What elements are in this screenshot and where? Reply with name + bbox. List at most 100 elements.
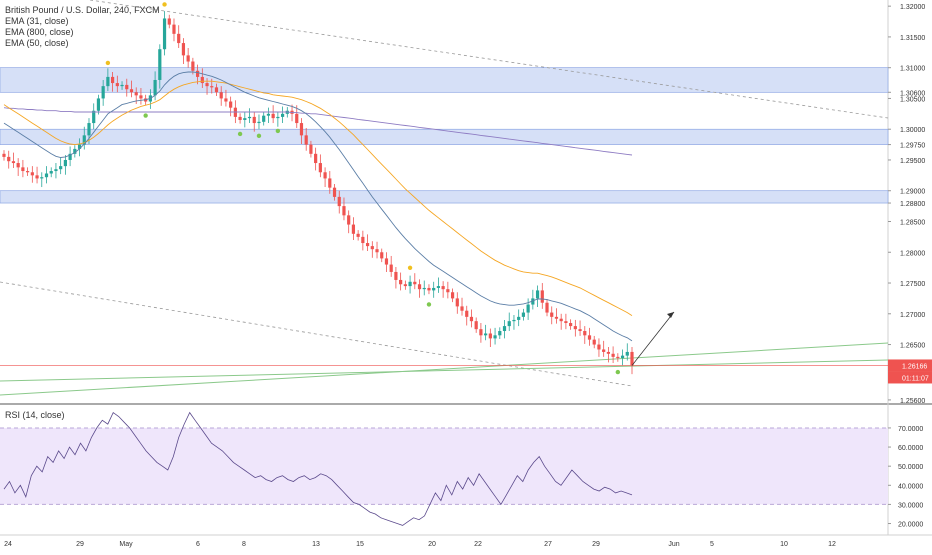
legend-ema50: EMA (50, close): [5, 38, 69, 48]
candle-body: [271, 113, 275, 119]
signal-dot-green: [615, 369, 621, 375]
projection-arrow-head: [667, 312, 674, 318]
candle-body: [243, 118, 247, 120]
candle-body: [120, 84, 124, 87]
ema800-line: [3, 107, 633, 156]
candle-body: [394, 271, 398, 280]
candle-body: [82, 135, 86, 145]
candle-body: [40, 177, 44, 179]
price-axis-label: 1.30600: [900, 90, 925, 97]
candle-body: [205, 83, 209, 87]
price-axis-label: 1.27500: [900, 281, 925, 288]
legend-ema800: EMA (800, close): [5, 27, 74, 37]
signal-dot-yellow: [407, 265, 413, 270]
candle-body: [474, 321, 478, 330]
signal-dot-green: [275, 128, 281, 134]
candle-body: [365, 243, 370, 247]
candle-body: [351, 224, 356, 234]
candle-body: [115, 83, 119, 87]
countdown-box: [888, 371, 932, 384]
candle-body: [616, 356, 620, 359]
candle-body: [564, 321, 568, 324]
candle-body: [465, 310, 469, 317]
candle-body: [554, 316, 559, 319]
candle-body: [408, 281, 412, 287]
candle-body: [535, 290, 540, 299]
price-axis-label: 1.25600: [900, 398, 925, 405]
candle-body: [446, 289, 450, 293]
candle-body: [252, 116, 256, 124]
price-axis-label: 1.26500: [900, 343, 925, 350]
candle-body: [441, 286, 445, 290]
candle-body: [30, 172, 34, 176]
time-axis-label: 5: [710, 541, 714, 548]
candle-body: [162, 18, 167, 50]
rsi-axis-label: 60.0000: [898, 445, 923, 452]
candle-body: [7, 156, 11, 162]
candle-body: [181, 43, 186, 56]
candle-body: [96, 98, 101, 111]
candle-body: [73, 148, 77, 154]
candle-body: [550, 312, 554, 317]
candle-body: [266, 113, 271, 116]
candle-body: [101, 86, 105, 99]
candle-body: [493, 335, 497, 339]
candle-body: [323, 172, 327, 179]
time-axis-label: 12: [828, 541, 836, 548]
candle-body: [399, 279, 403, 285]
candle-body: [59, 166, 63, 170]
candle-body: [172, 24, 176, 34]
candle-body: [602, 349, 606, 352]
candle-body: [569, 323, 573, 327]
candle-body: [280, 113, 285, 117]
candle-body: [167, 18, 171, 25]
time-axis-label: Jun: [668, 541, 679, 548]
candle-body: [559, 318, 563, 322]
candle-body: [512, 319, 516, 322]
candle-body: [526, 304, 530, 313]
price-axis-label: 1.31500: [900, 35, 925, 42]
time-axis-label: 10: [780, 541, 788, 548]
candle-body: [606, 351, 610, 354]
candle-body: [134, 92, 138, 96]
candle-body: [309, 144, 313, 154]
price-axis-label: 1.28000: [900, 250, 925, 257]
price-axis-label: 1.29500: [900, 158, 925, 165]
dashed-trendline-upper: [89, 0, 889, 119]
candle-body: [342, 206, 346, 216]
time-axis-label: 13: [312, 541, 320, 548]
candle-body: [370, 246, 374, 250]
candle-body: [587, 335, 592, 340]
rsi-axis: 70.0000 60.0000 50.0000 40.0000 30.0000 20.00…: [888, 426, 923, 529]
candle-body: [26, 171, 30, 173]
price-axis-label: 1.29750: [900, 143, 925, 150]
candle-body: [413, 281, 417, 285]
support-resistance-zone: [0, 128, 889, 145]
price-axis-label: 1.31000: [900, 66, 925, 73]
candle-body: [337, 196, 341, 207]
candle-body: [299, 123, 304, 136]
candle-body: [380, 252, 384, 259]
candle-body: [2, 153, 6, 157]
candle-body: [68, 153, 72, 160]
price-axis-label: 1.28500: [900, 219, 925, 226]
candle-body: [92, 110, 96, 124]
candle-body: [158, 49, 162, 80]
candle-body: [247, 116, 252, 119]
signal-dot-green: [426, 302, 432, 307]
candle-body: [219, 92, 223, 99]
candle-body: [620, 355, 625, 359]
candle-body: [422, 287, 426, 290]
price-axis-label: 1.30000: [900, 127, 925, 134]
rsi-axis-label: 70.0000: [898, 426, 923, 433]
candle-body: [44, 173, 49, 178]
dashed-trendline-lower: [0, 281, 633, 387]
candle-body: [328, 178, 332, 188]
rsi-line: [3, 411, 633, 526]
rsi-axis-label: 50.0000: [898, 464, 923, 471]
candle-body: [630, 351, 634, 366]
candle-body: [295, 113, 299, 124]
